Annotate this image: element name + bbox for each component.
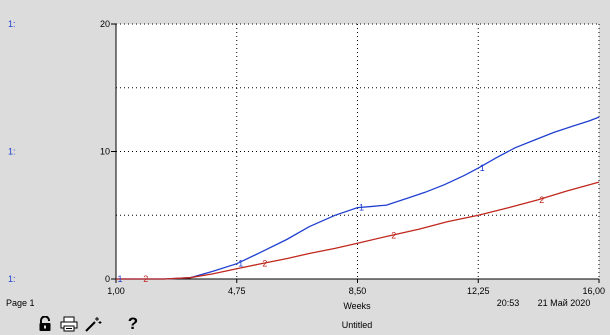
y-ticks: 20 1: 10 1: 0 1: (8, 19, 116, 284)
series-line-1 (116, 116, 600, 280)
y-axis-scale-prefix: 1: (8, 147, 16, 157)
series-marker-1: 1 (238, 259, 243, 269)
y-tick-label: 0 (105, 274, 110, 284)
lock-icon[interactable] (34, 314, 56, 334)
y-axis-scale-prefix: 1: (8, 19, 16, 29)
x-tick-label: 4,75 (228, 286, 246, 296)
footer-date: 21 Май 2020 (538, 298, 591, 308)
x-tick-label: 16,00 (582, 286, 605, 296)
x-tick-label: 12,25 (467, 286, 490, 296)
x-axis-label: Weeks (343, 301, 371, 311)
page-label: Page 1 (6, 298, 35, 308)
print-icon[interactable] (58, 314, 80, 334)
footer-time: 20:53 (497, 298, 520, 308)
document-title: Untitled (342, 320, 373, 330)
series-markers: 1 1 1 1 2 2 2 2 (117, 163, 544, 284)
series (116, 116, 600, 280)
x-ticks: 1,00 4,75 8,50 12,25 16,00 (107, 279, 605, 296)
x-tick-label: 1,00 (107, 286, 125, 296)
y-tick-label: 10 (100, 147, 110, 157)
help-glyph: ? (127, 314, 139, 333)
series-line-2 (116, 181, 600, 280)
series-marker-2: 2 (262, 259, 267, 269)
series-marker-2: 2 (143, 274, 148, 284)
magic-wand-icon[interactable] (82, 314, 104, 334)
series-marker-2: 2 (539, 195, 544, 205)
series-marker-1: 1 (117, 274, 122, 284)
series-marker-1: 1 (480, 163, 485, 173)
y-axis-scale-prefix: 1: (8, 274, 16, 284)
help-icon[interactable]: ? (122, 314, 144, 334)
y-tick-label: 20 (100, 19, 110, 29)
graph-toolbar: ? (34, 314, 144, 334)
series-marker-2: 2 (391, 231, 396, 241)
series-marker-1: 1 (359, 203, 364, 213)
x-tick-label: 8,50 (349, 286, 367, 296)
grid (116, 23, 600, 279)
